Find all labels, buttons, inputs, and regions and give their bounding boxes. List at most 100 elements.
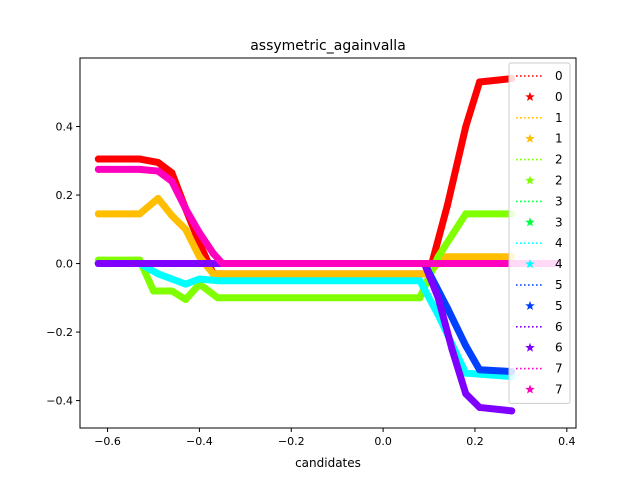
series-2-dotted-line: [98, 213, 512, 301]
legend: 0 0 1 1 2 2 3 3 4 4 5 5 6 6 7 7: [508, 62, 571, 404]
legend-label-13: 6: [555, 341, 563, 355]
series-7-point-6: [209, 249, 217, 257]
series-0: [94, 75, 516, 278]
legend-entry-5: 2: [525, 174, 563, 188]
legend-label-7: 3: [555, 215, 563, 229]
legend-label-9: 4: [555, 257, 563, 271]
x-tick-label-5: 0.4: [558, 435, 576, 448]
series-1-point-5: [195, 253, 203, 261]
series-5-point-3: [462, 342, 470, 350]
legend-entry-12: 6: [516, 320, 563, 334]
series-0-point-10: [476, 78, 484, 86]
series-7-point-0: [94, 165, 102, 173]
legend-entry-4: 2: [516, 153, 563, 167]
series-6-point-2: [434, 294, 442, 302]
series-0-point-0: [94, 155, 102, 163]
series-4-point-4: [195, 275, 203, 283]
series-layer: [94, 75, 562, 415]
series-1-dotted-line: [98, 197, 512, 275]
series-0-point-3: [168, 169, 176, 177]
legend-label-6: 3: [555, 194, 563, 208]
series-2-point-3: [168, 287, 176, 295]
series-5-point-4: [476, 366, 484, 374]
legend-entry-6: 3: [516, 194, 563, 208]
legend-star-swatch-5: [525, 175, 535, 185]
legend-label-0: 0: [555, 69, 563, 83]
series-0-point-1: [136, 155, 144, 163]
series-6-point-5: [476, 403, 484, 411]
series-1-point-2: [154, 194, 162, 202]
legend-box: [508, 62, 571, 404]
y-tick-label-3: 0.2: [56, 189, 74, 202]
series-2-point-6: [214, 294, 222, 302]
series-4-point-8: [462, 369, 470, 377]
legend-entry-3: 1: [525, 132, 563, 146]
legend-entry-14: 7: [516, 362, 563, 376]
legend-star-swatch-9: [525, 259, 535, 269]
series-4-point-5: [214, 277, 222, 285]
series-6-point-0: [94, 260, 102, 268]
series-0-point-2: [154, 158, 162, 166]
legend-entry-7: 3: [525, 215, 563, 229]
series-7-point-7: [218, 260, 226, 268]
series-7-point-3: [168, 177, 176, 185]
series-4-point-6: [416, 277, 424, 285]
series-1-point-1: [136, 210, 144, 218]
series-2-point-4: [182, 296, 190, 304]
y-tick-label-1: −0.2: [46, 326, 73, 339]
series-5-point-2: [443, 304, 451, 312]
y-tick-label-4: 0.4: [56, 121, 74, 134]
legend-entry-2: 1: [516, 111, 563, 125]
legend-star-swatch-15: [525, 384, 535, 394]
legend-entry-11: 5: [525, 299, 563, 313]
legend-star-swatch-11: [525, 300, 535, 310]
legend-entry-8: 4: [516, 236, 563, 250]
x-tick-label-2: −0.2: [278, 435, 305, 448]
y-tick-label-0: −0.4: [46, 395, 73, 408]
legend-label-3: 1: [555, 132, 563, 146]
series-7-dotted-line: [98, 168, 558, 265]
series-5-dotted-line: [98, 262, 512, 373]
plot-frame: [79, 57, 577, 429]
series-6-point-4: [462, 390, 470, 398]
legend-label-14: 7: [555, 362, 563, 376]
axes-layer: −0.6 −0.4 −0.2 0.0 0.2 0.4 −0.4 −0.2 0.0 0.2 0.4: [46, 121, 575, 448]
series-0-point-9: [462, 123, 470, 131]
series-7-point-1: [136, 165, 144, 173]
legend-label-12: 6: [555, 320, 563, 334]
legend-label-4: 2: [555, 153, 563, 167]
series-2-point-7: [416, 294, 424, 302]
series-7-point-4: [182, 205, 190, 213]
legend-label-8: 4: [555, 236, 563, 250]
legend-entry-15: 7: [525, 383, 563, 397]
legend-entry-9: 4: [525, 257, 563, 271]
legend-star-swatch-3: [525, 133, 535, 143]
series-7-point-2: [154, 167, 162, 175]
series-1-point-4: [182, 225, 190, 233]
series-2-point-9: [462, 210, 470, 218]
x-tick-label-1: −0.4: [186, 435, 213, 448]
series-1-point-0: [94, 210, 102, 218]
chart-title: assymetric_againvalla: [250, 38, 406, 54]
plot-area: [80, 58, 576, 428]
series-2-point-8: [434, 253, 442, 261]
x-axis-label: candidates: [295, 456, 361, 470]
x-tick-label-3: 0.0: [374, 435, 392, 448]
legend-entry-13: 6: [525, 341, 563, 355]
series-2-point-2: [149, 287, 157, 295]
legend-entry-1: 0: [525, 90, 563, 104]
series-1-point-3: [168, 212, 176, 220]
series-7: [94, 165, 562, 268]
legend-star-swatch-13: [525, 342, 535, 352]
legend-label-5: 2: [555, 174, 563, 188]
legend-entry-10: 5: [516, 278, 563, 292]
series-0-point-8: [443, 201, 451, 209]
legend-label-11: 5: [555, 299, 563, 313]
series-1-point-6: [209, 270, 217, 278]
x-tick-label-4: 0.2: [466, 435, 484, 448]
series-7-point-5: [195, 229, 203, 237]
legend-label-10: 5: [555, 278, 563, 292]
legend-label-2: 1: [555, 111, 563, 125]
